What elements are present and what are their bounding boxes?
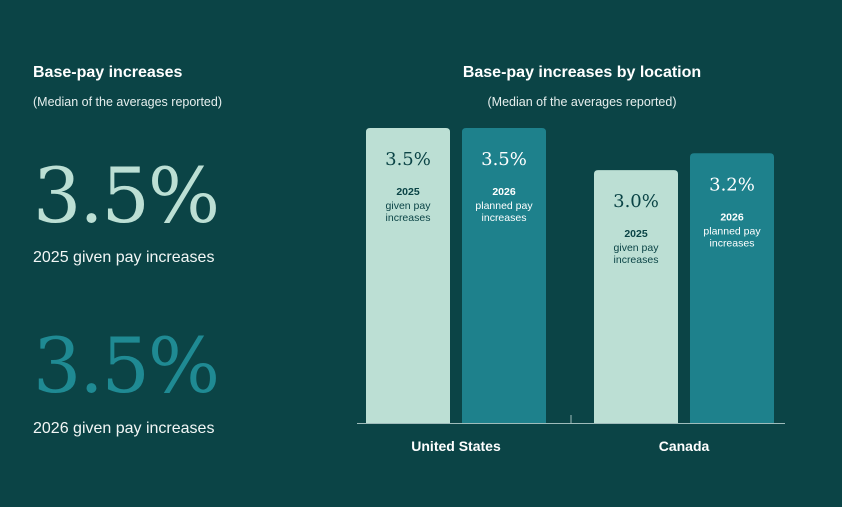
bar-canada-2025 — [594, 170, 678, 423]
category-label: United States — [411, 438, 501, 454]
bar-value-label: 3.2% — [709, 174, 755, 195]
stat-2026-label: 2026 given pay increases — [33, 420, 215, 437]
bar-value-label: 3.5% — [385, 149, 431, 170]
chart-title: Base-pay increases by location — [462, 64, 702, 81]
bar-value-label: 3.5% — [481, 149, 527, 170]
bar-desc-label: increases — [386, 212, 431, 224]
bar-year-label: 2026 — [492, 186, 516, 198]
bar-desc-label: planned pay — [475, 200, 533, 212]
bar-united-states-2026 — [462, 128, 546, 423]
bar-year-label: 2025 — [396, 186, 420, 198]
bar-canada-2026 — [690, 153, 774, 424]
bar-desc-label: planned pay — [703, 225, 761, 237]
bar-desc-label: increases — [482, 212, 527, 224]
bar-desc-label: given pay — [386, 200, 432, 212]
stat-2026-value: 3.5% — [33, 321, 220, 410]
bar-year-label: 2026 — [720, 211, 744, 223]
left-subtitle: (Median of the averages reported) — [33, 95, 222, 109]
bar-desc-label: increases — [710, 237, 755, 249]
stat-2025-value: 3.5% — [33, 151, 220, 240]
left-title: Base-pay increases — [33, 64, 183, 81]
bar-year-label: 2025 — [624, 228, 648, 240]
bar-desc-label: increases — [614, 254, 659, 266]
bar-united-states-2025 — [366, 128, 450, 423]
chart-subtitle: (Median of the averages reported) — [487, 95, 677, 109]
category-label: Canada — [659, 438, 710, 454]
bar-value-label: 3.0% — [613, 191, 659, 212]
stat-2025-label: 2025 given pay increases — [33, 249, 215, 266]
bar-desc-label: given pay — [614, 242, 660, 254]
